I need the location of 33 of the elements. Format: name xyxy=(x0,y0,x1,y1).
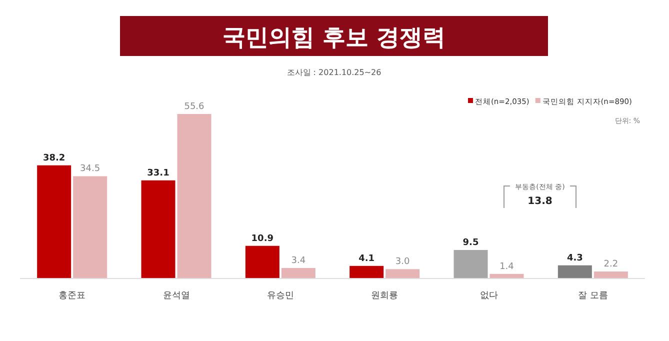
data-label: 10.9 xyxy=(251,234,274,244)
bar xyxy=(73,176,108,278)
bar xyxy=(37,165,72,278)
data-label: 4.3 xyxy=(566,253,583,264)
data-label: 3.4 xyxy=(291,256,306,266)
bar xyxy=(594,272,628,278)
data-label: 9.5 xyxy=(462,238,479,248)
x-tick-label: 원희룡 xyxy=(371,291,398,301)
data-label: 1.4 xyxy=(500,262,514,272)
x-tick-label: 잘 모름 xyxy=(578,291,608,301)
bar xyxy=(281,268,316,278)
data-label: 38.2 xyxy=(42,153,66,164)
bar xyxy=(350,266,384,278)
data-label: 34.5 xyxy=(80,164,100,174)
x-tick-label: 유승민 xyxy=(266,291,294,301)
bar xyxy=(141,180,176,278)
data-label: 33.1 xyxy=(147,168,170,178)
data-label: 3.0 xyxy=(395,257,410,268)
data-label: 2.2 xyxy=(604,260,618,270)
bar xyxy=(386,269,420,278)
annotation: 13.8 xyxy=(528,196,552,207)
x-tick-label: 윤석열 xyxy=(162,291,190,301)
x-tick-label: 홍준표 xyxy=(58,291,86,301)
chart-subtitle: 조사일 : 2021.10.25~26 xyxy=(286,68,382,77)
chart-title: 국민의힘 후보 경쟁력 xyxy=(222,25,446,51)
bar xyxy=(245,246,280,278)
x-tick-label: 없다 xyxy=(480,291,498,301)
bar xyxy=(558,265,592,278)
bar xyxy=(490,274,524,278)
bar xyxy=(177,114,212,278)
bar xyxy=(454,250,488,278)
data-label: 55.6 xyxy=(184,102,205,112)
data-label: 4.1 xyxy=(358,254,375,264)
